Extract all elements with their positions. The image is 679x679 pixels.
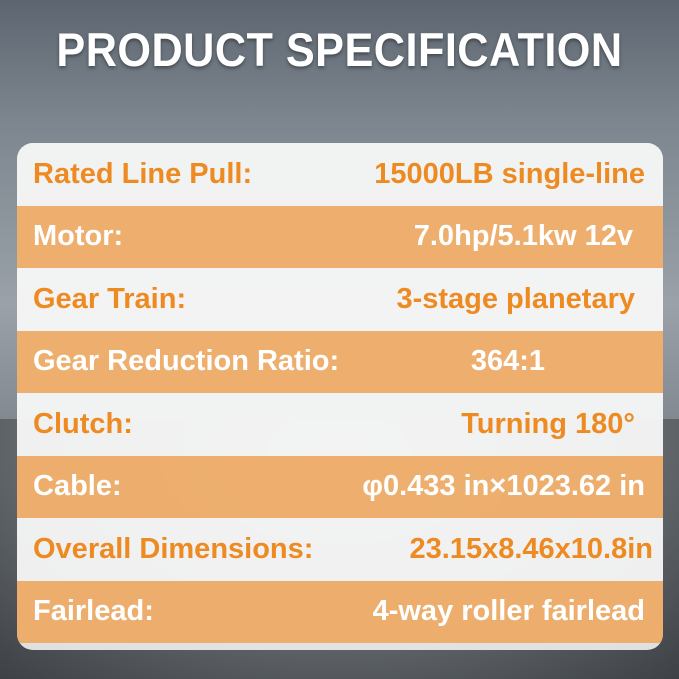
spec-label: Rated Line Pull: [33, 157, 253, 190]
spec-label: Motor: [33, 220, 124, 253]
spec-row-fairlead: Fairlead: 4-way roller fairlead [17, 580, 663, 643]
spec-label: Cable: [33, 470, 122, 503]
spec-value: φ0.433 in×1023.62 in [362, 470, 645, 503]
spec-row-gear-train: Gear Train: 3-stage planetary [17, 268, 663, 331]
spec-row-overall-dimensions: Overall Dimensions: 23.15x8.46x10.8in [17, 518, 663, 581]
page-title: PRODUCT SPECIFICATION [56, 23, 623, 76]
spec-label: Gear Reduction Ratio: [33, 345, 340, 378]
spec-row-cable: Cable: φ0.433 in×1023.62 in [17, 455, 663, 518]
spec-value: 15000LB single-line [374, 157, 645, 190]
spec-value: 23.15x8.46x10.8in [409, 532, 653, 565]
spec-table: Rated Line Pull: 15000LB single-line Mot… [17, 143, 663, 650]
spec-value: 364:1 [470, 345, 545, 378]
spec-row-motor: Motor: 7.0hp/5.1kw 12v [17, 205, 663, 268]
spec-value: Turning 180° [461, 407, 635, 440]
spec-value: 4-way roller fairlead [372, 595, 645, 628]
spec-value: 3-stage planetary [396, 282, 635, 315]
spec-value: 7.0hp/5.1kw 12v [413, 220, 633, 253]
spec-row-gear-reduction-ratio: Gear Reduction Ratio: 364:1 [17, 330, 663, 393]
spec-row-clutch: Clutch: Turning 180° [17, 393, 663, 456]
spec-row-rated-line-pull: Rated Line Pull: 15000LB single-line [17, 143, 663, 206]
spec-label: Overall Dimensions: [33, 532, 314, 565]
spec-label: Clutch: [33, 407, 133, 440]
spec-label: Fairlead: [33, 595, 154, 628]
spec-label: Gear Train: [33, 282, 187, 315]
